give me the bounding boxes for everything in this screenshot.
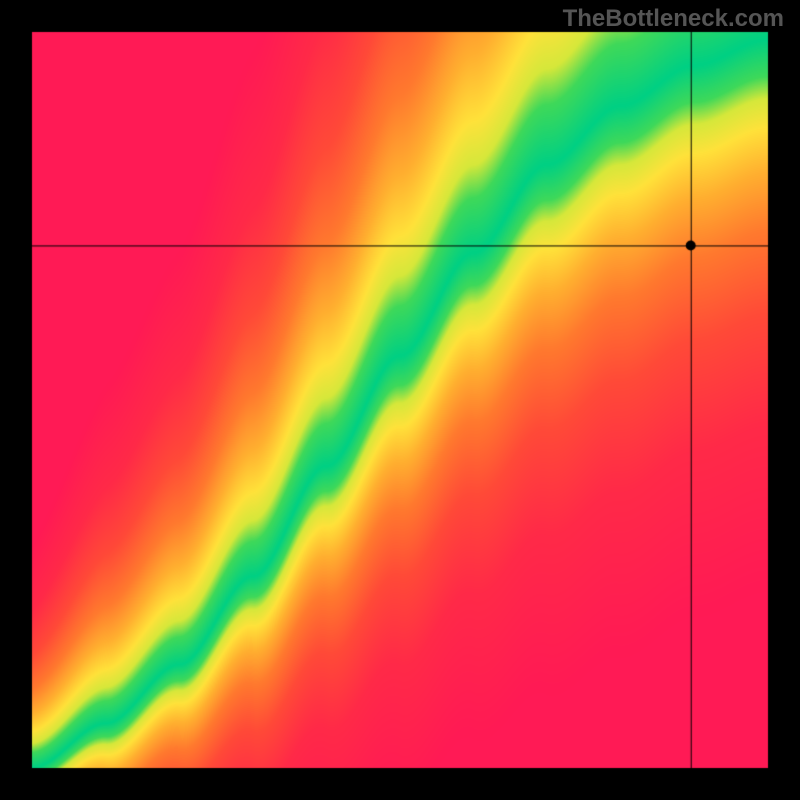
bottleneck-heatmap	[0, 0, 800, 800]
watermark-text: TheBottleneck.com	[563, 5, 784, 33]
